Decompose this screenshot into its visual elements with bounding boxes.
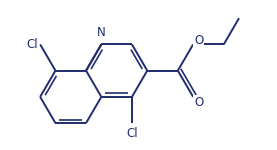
Text: N: N	[97, 26, 106, 39]
Text: Cl: Cl	[26, 38, 38, 51]
Text: O: O	[194, 96, 203, 109]
Text: O: O	[194, 34, 203, 46]
Text: Cl: Cl	[126, 128, 138, 140]
